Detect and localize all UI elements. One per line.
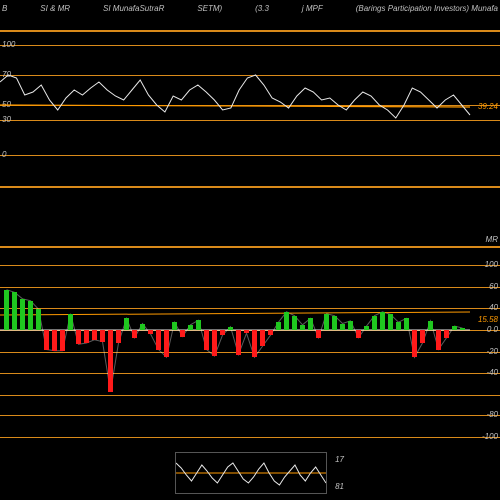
hist-bar <box>372 316 377 330</box>
hist-bar <box>44 330 49 350</box>
hist-bar <box>148 330 153 334</box>
chart-root: B SI & MR SI MunafaSutraR SETM) (3.3 j M… <box>0 0 500 500</box>
hist-bar <box>156 330 161 350</box>
hist-bar <box>228 327 233 330</box>
thumb-label-bottom: 81 <box>335 482 344 491</box>
hist-bar <box>252 330 257 357</box>
hist-bar <box>292 316 297 330</box>
hist-bar <box>420 330 425 343</box>
hist-bar <box>108 330 113 392</box>
hist-bar <box>124 318 129 330</box>
hist-bar <box>332 316 337 330</box>
hist-bar <box>84 330 89 343</box>
hist-bar <box>212 330 217 356</box>
hist-bar <box>4 290 9 330</box>
hist-bar <box>36 309 41 330</box>
hist-bar <box>260 330 265 346</box>
hist-bar <box>436 330 441 350</box>
hist-bar <box>92 330 97 340</box>
hist-bar <box>164 330 169 357</box>
hist-bar <box>284 312 289 330</box>
hist-bar <box>196 320 201 330</box>
hist-bar <box>28 301 33 330</box>
upper-line-chart <box>0 0 500 500</box>
hist-bar <box>388 314 393 330</box>
hist-bar <box>324 314 329 330</box>
hist-bar <box>140 324 145 331</box>
hist-bar <box>180 330 185 337</box>
hist-bar <box>220 330 225 335</box>
hist-bar <box>100 330 105 342</box>
hist-bar <box>364 326 369 330</box>
hist-bar <box>308 318 313 330</box>
hist-bar <box>76 330 81 344</box>
hist-bar <box>300 325 305 330</box>
hist-bar <box>236 330 241 355</box>
hist-bar <box>460 328 465 330</box>
hist-bar <box>20 299 25 330</box>
hist-bar <box>60 330 65 351</box>
hist-bar <box>52 330 57 351</box>
hist-bar <box>316 330 321 338</box>
thumbnail-box: 1781 <box>175 452 327 494</box>
hist-bar <box>404 318 409 330</box>
hist-bar <box>444 330 449 338</box>
hist-bar <box>428 321 433 330</box>
hist-bar <box>132 330 137 338</box>
hist-bar <box>204 330 209 350</box>
hist-bar <box>12 292 17 330</box>
hist-bar <box>68 314 73 330</box>
hist-bar <box>348 321 353 330</box>
hist-bar <box>356 330 361 338</box>
hist-bar <box>396 322 401 330</box>
hist-bar <box>412 330 417 357</box>
hist-bar <box>188 325 193 330</box>
hist-bar <box>380 312 385 330</box>
hist-bar <box>340 324 345 331</box>
hist-bar <box>276 322 281 330</box>
hist-bar <box>172 322 177 330</box>
hist-bar <box>452 326 457 330</box>
hist-bar <box>268 330 273 335</box>
hist-bar <box>116 330 121 343</box>
hist-bar <box>244 330 249 333</box>
thumb-label-top: 17 <box>335 455 344 464</box>
